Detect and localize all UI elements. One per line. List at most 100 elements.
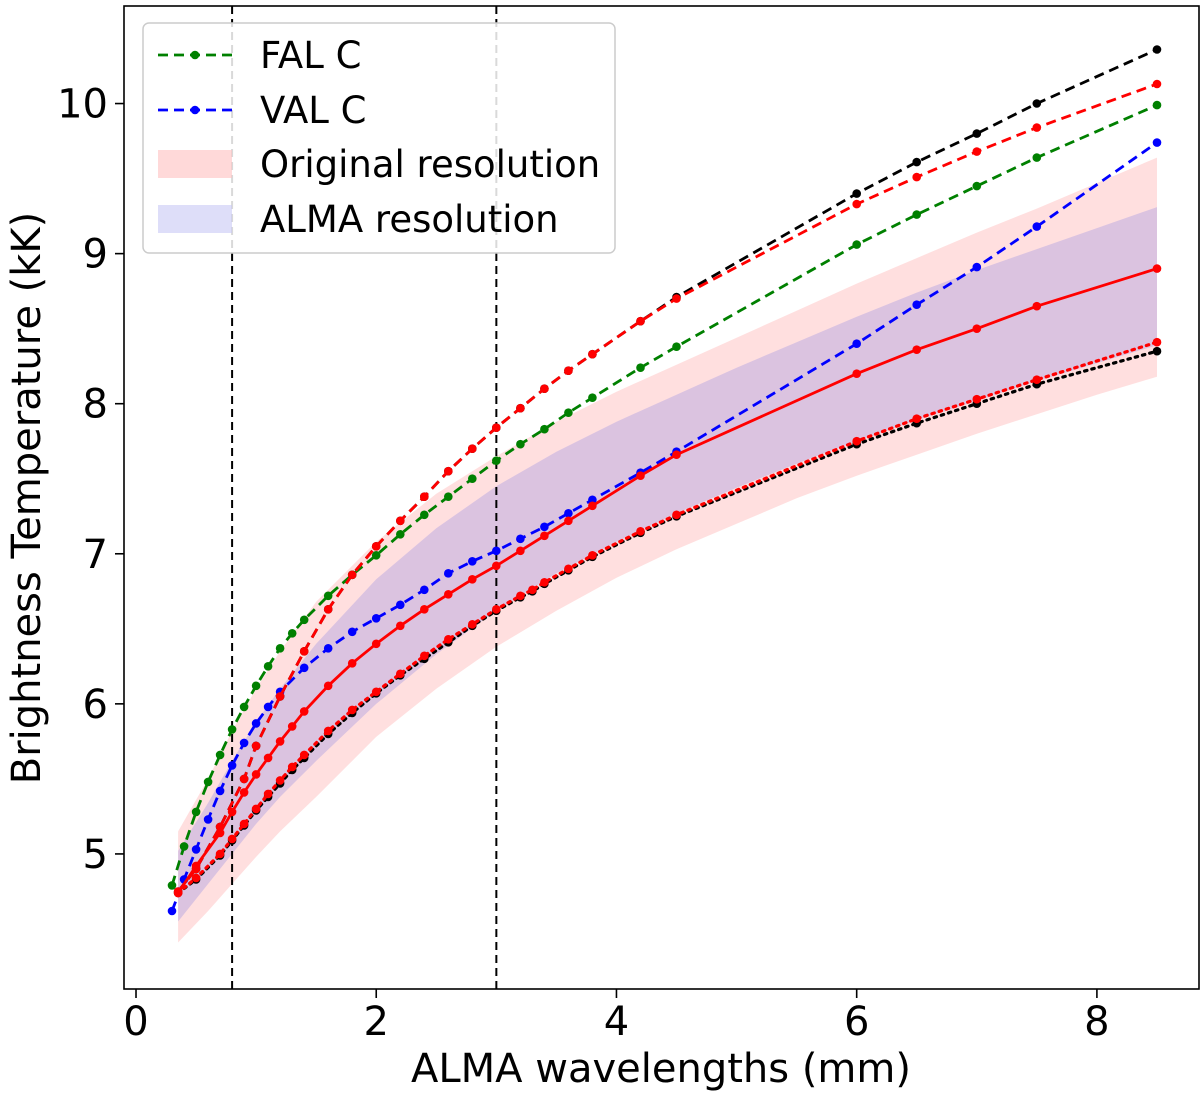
legend-label: ALMA resolution <box>260 198 559 241</box>
y-tick-label: 6 <box>83 682 108 728</box>
data-point <box>179 842 189 851</box>
data-point <box>516 534 525 544</box>
plot-frame <box>123 5 1200 990</box>
data-point <box>396 669 405 679</box>
data-point <box>672 510 681 520</box>
data-point <box>492 456 501 466</box>
data-point <box>564 408 573 418</box>
data-point <box>371 542 381 551</box>
bands-layer <box>178 157 1158 943</box>
legend-label: VAL C <box>260 89 366 132</box>
data-point <box>516 591 525 601</box>
data-point <box>1152 79 1162 89</box>
data-point <box>167 881 177 890</box>
data-point <box>912 300 921 310</box>
data-point <box>1032 222 1042 231</box>
data-point <box>972 181 982 191</box>
data-point <box>347 659 357 668</box>
data-point <box>588 551 597 560</box>
data-point <box>540 531 549 541</box>
data-point <box>972 129 982 138</box>
data-point <box>203 815 213 824</box>
data-point <box>468 474 477 484</box>
data-point <box>299 750 309 760</box>
data-point <box>251 719 261 728</box>
legend: FAL C VAL C Original resolution ALMA resolu… <box>142 22 616 254</box>
legend-entry: Original resolution <box>158 143 600 186</box>
y-tick-label: 8 <box>83 382 108 428</box>
data-point <box>852 369 861 379</box>
data-point <box>299 647 309 656</box>
data-point <box>516 439 525 449</box>
data-point <box>239 738 249 748</box>
data-point <box>972 262 982 272</box>
y-tick-label: 10 <box>57 82 108 128</box>
data-point <box>420 651 429 661</box>
data-point <box>492 546 501 556</box>
data-point <box>227 761 237 770</box>
data-point <box>468 620 477 629</box>
data-point <box>191 873 201 883</box>
data-point <box>239 788 249 797</box>
data-point <box>191 861 201 871</box>
data-point <box>636 527 645 536</box>
series-1 <box>167 138 1162 916</box>
data-point <box>852 189 861 198</box>
data-point <box>852 240 861 249</box>
data-point <box>167 906 177 916</box>
data-point <box>396 600 405 610</box>
data-point <box>564 516 573 526</box>
data-point <box>912 172 921 182</box>
data-point <box>852 199 861 209</box>
data-point <box>191 807 201 817</box>
data-point <box>468 557 477 566</box>
data-point <box>444 492 453 502</box>
data-point <box>191 845 201 854</box>
legend-frame <box>142 22 616 254</box>
data-point <box>287 722 297 731</box>
series-4 <box>173 264 1162 898</box>
data-point <box>444 635 453 644</box>
data-point <box>215 750 225 760</box>
data-point <box>287 762 297 772</box>
data-point <box>912 210 921 219</box>
legend-marker <box>190 50 200 60</box>
data-point <box>275 692 285 701</box>
data-point <box>420 510 429 520</box>
data-point <box>588 349 597 359</box>
data-point <box>912 345 921 355</box>
data-point <box>1152 45 1162 54</box>
data-point <box>444 590 453 599</box>
data-point <box>1032 153 1042 162</box>
data-point <box>299 663 309 673</box>
data-point <box>1152 337 1162 347</box>
data-point <box>468 575 477 584</box>
data-point <box>347 570 357 580</box>
band-original-resolution <box>178 157 1158 943</box>
data-point <box>371 687 381 697</box>
data-point <box>347 705 357 715</box>
data-point <box>540 384 549 394</box>
data-point <box>492 423 501 433</box>
data-point <box>588 501 597 511</box>
data-point <box>323 605 333 614</box>
x-tick-label: 4 <box>604 999 629 1045</box>
data-point <box>588 495 597 505</box>
y-tick-label: 7 <box>83 532 108 578</box>
data-point <box>420 585 429 595</box>
data-point <box>203 777 213 787</box>
data-point <box>251 770 261 779</box>
data-point <box>492 561 501 571</box>
data-point <box>347 627 357 637</box>
data-point <box>371 614 381 623</box>
data-point <box>173 888 183 898</box>
legend-label: FAL C <box>260 34 361 77</box>
data-point <box>1032 375 1042 385</box>
data-point <box>239 774 249 784</box>
data-point <box>1032 301 1042 311</box>
x-tick-label: 2 <box>364 999 389 1045</box>
data-point <box>972 394 982 404</box>
data-point <box>972 147 982 156</box>
